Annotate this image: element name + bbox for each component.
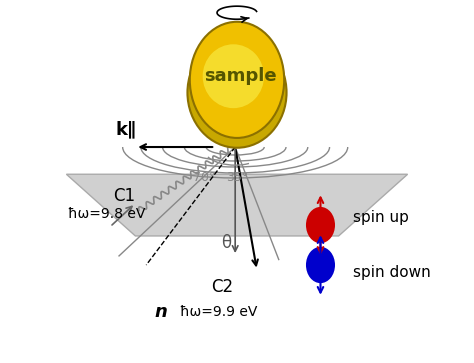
Text: θ: θ [221, 234, 231, 252]
Text: 70°: 70° [193, 171, 216, 184]
Text: k∥: k∥ [116, 120, 137, 138]
Text: C2: C2 [211, 278, 234, 296]
Ellipse shape [306, 247, 335, 283]
Text: ħω=9.8 eV: ħω=9.8 eV [68, 207, 145, 221]
Ellipse shape [203, 44, 264, 108]
Text: ħω=9.9 eV: ħω=9.9 eV [180, 305, 257, 319]
Text: spin up: spin up [353, 210, 409, 225]
Ellipse shape [190, 22, 284, 138]
Text: n: n [155, 303, 167, 321]
Ellipse shape [306, 207, 335, 243]
Text: C1: C1 [113, 187, 136, 205]
Polygon shape [66, 174, 408, 236]
Text: spin down: spin down [353, 265, 431, 280]
Text: sample: sample [204, 67, 277, 85]
Text: 35°: 35° [226, 171, 248, 184]
Ellipse shape [187, 37, 287, 148]
